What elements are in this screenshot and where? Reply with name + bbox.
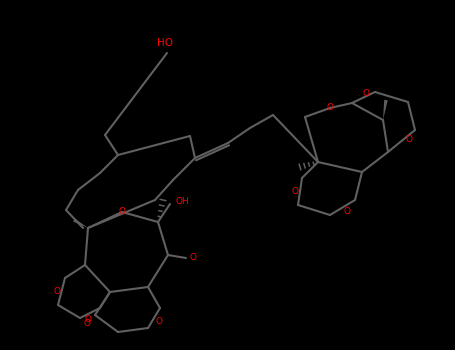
Text: O: O	[84, 318, 91, 328]
Text: O: O	[54, 287, 61, 295]
Text: O: O	[363, 89, 369, 98]
Text: O: O	[327, 104, 334, 112]
Polygon shape	[73, 218, 88, 228]
Text: O: O	[118, 206, 126, 216]
Text: O: O	[156, 317, 162, 327]
Text: HO: HO	[157, 38, 173, 48]
Text: O: O	[189, 253, 197, 262]
Text: O: O	[344, 208, 350, 217]
Polygon shape	[383, 100, 388, 120]
Text: O: O	[405, 134, 413, 144]
Text: OH: OH	[175, 196, 189, 205]
Text: O: O	[85, 315, 91, 323]
Text: O: O	[292, 187, 298, 196]
